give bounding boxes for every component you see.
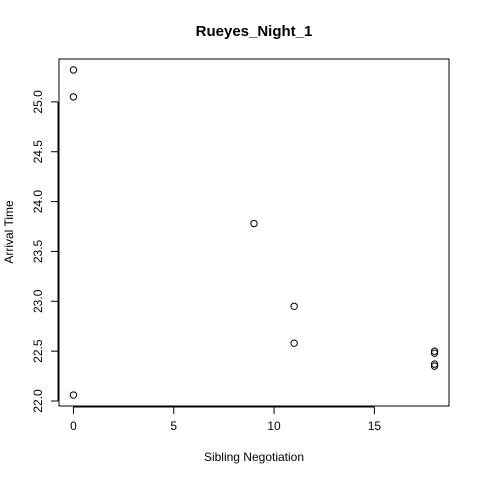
data-point: [430, 347, 439, 355]
x-axis-label: Sibling Negotiation: [204, 450, 304, 464]
data-points: [69, 66, 439, 399]
data-point: [290, 302, 298, 310]
data-point: [69, 66, 78, 74]
y-tick-label: 25.0: [31, 90, 45, 114]
y-tick-label: 22.0: [31, 389, 45, 413]
data-point: [250, 219, 258, 228]
data-point: [430, 362, 439, 370]
data-point: [430, 349, 439, 357]
x-tick-label: 5: [170, 419, 177, 433]
x-tick-label: 10: [267, 419, 281, 433]
x-tick-label: 0: [70, 419, 77, 433]
x-axis: 0 5 10 15: [70, 406, 382, 433]
plot-frame: [58, 58, 450, 407]
chart-title: Rueyes_Night_1: [196, 23, 313, 40]
y-tick-label: 24.0: [31, 190, 45, 214]
data-point: [290, 339, 298, 347]
y-tick-label: 24.5: [31, 140, 45, 164]
data-point: [69, 93, 78, 101]
y-tick-label: 23.5: [31, 239, 45, 263]
data-point: [430, 360, 439, 368]
y-tick-label: 23.0: [31, 289, 45, 313]
x-tick-label: 15: [368, 419, 382, 433]
y-axis: 22.0 22.5 23.0 23.5 24.0 24.5 25.0: [31, 90, 59, 413]
y-tick-label: 22.5: [31, 339, 45, 363]
data-point: [69, 391, 78, 399]
y-axis-label: Arrival Time: [2, 200, 16, 264]
